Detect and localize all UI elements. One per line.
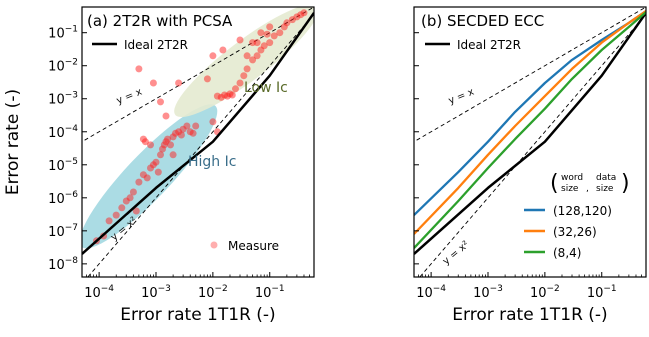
panel-b-x-tick-label: 10−4 (416, 284, 446, 301)
measure-point (169, 151, 177, 159)
measure-point (240, 72, 248, 80)
panel-b-legend-ideal: Ideal 2T2R (457, 38, 521, 52)
measure-point (263, 30, 271, 38)
panel-a-y-tick-label: 10−5 (48, 157, 78, 174)
panel-a-y-tick-label: 10−3 (48, 91, 78, 108)
panel-b-annot-yx2: y = x² (441, 239, 472, 267)
measure-point (243, 65, 251, 73)
measure-point (135, 65, 143, 73)
measure-point (183, 122, 191, 130)
panel-a-y-tick-label: 10−8 (48, 256, 78, 273)
measure-point (253, 39, 261, 47)
measure-point (209, 52, 217, 60)
measure-point (143, 174, 151, 182)
measure-point (266, 39, 274, 47)
measure-point (192, 122, 200, 130)
ecc-line-32-26 (414, 10, 646, 235)
legend-header-comma: , (586, 184, 589, 194)
measure-point (157, 98, 164, 106)
legend-header-data: data (596, 173, 616, 183)
panel-b-annot-yx: y = x (447, 87, 476, 107)
measure-point (270, 32, 278, 40)
legend-paren-right: ) (621, 171, 630, 196)
measure-point (209, 118, 217, 126)
panel-a-y-tick-label: 10−2 (48, 58, 78, 75)
measure-point (260, 42, 268, 50)
panel-a-ref-y-equals-x (82, 7, 314, 143)
measure-point (175, 79, 183, 87)
panel-a-frame (81, 6, 315, 278)
panel-a-xlabel: Error rate 1T1R (-) (120, 305, 275, 325)
panel-a-ylabel: Error rate (-) (3, 89, 23, 195)
measure-point (141, 138, 149, 146)
measure-point (152, 158, 160, 166)
panel-b-x-tick-label: 10−1 (587, 284, 617, 301)
measure-point (135, 178, 143, 186)
legend-header-word: word (561, 173, 583, 183)
measure-point (129, 188, 137, 196)
panel-a: 10−4 10−3 10−2 10−1 10−8 10−7 10−6 10−5 10−4 10−3… (3, 6, 315, 325)
panel-a-x-tick-label: 10−3 (141, 284, 171, 301)
measure-point (266, 23, 274, 31)
measure-point (249, 56, 257, 64)
measure-point (232, 85, 239, 93)
legend-header-size-1: size (561, 184, 579, 194)
measure-point (243, 52, 251, 60)
measure-point (154, 168, 162, 176)
panel-b: 10−4 10−3 10−2 10−1 (b) SECDED ECC Ideal 2T… (413, 6, 647, 325)
measure-point (112, 211, 120, 219)
ideal-2t2r-line-b (414, 12, 646, 255)
measure-point (228, 91, 236, 99)
legend-header-size-2: size (596, 184, 614, 194)
legend-label-8-4: (8,4) (553, 246, 581, 260)
label-low-ic: Low Ic (244, 80, 288, 96)
measure-point (300, 9, 308, 17)
panel-a-y-tick-label: 10−7 (48, 223, 78, 240)
measure-point (164, 135, 172, 143)
panel-b-title: (b) SECDED ECC (421, 12, 544, 30)
legend-measure-marker (210, 241, 218, 249)
panel-a-x-tick-label: 10−2 (198, 284, 228, 301)
ecc-line-8-4 (414, 11, 646, 249)
panel-a-y-tick-label: 10−4 (48, 124, 78, 141)
measure-point (105, 217, 113, 225)
panel-a-y-tick-label: 10−1 (48, 25, 78, 42)
measure-point (177, 131, 185, 139)
panel-a-y-tick-label: 10−6 (48, 190, 78, 207)
measure-point (253, 52, 261, 60)
panel-b-frame (413, 6, 647, 278)
measure-point (162, 112, 170, 120)
panel-b-ref-y-equals-x (414, 7, 646, 143)
measure-point (257, 29, 265, 37)
measure-point (118, 204, 126, 212)
measure-point (276, 29, 284, 37)
panel-a-annot-yx: y = x (115, 87, 144, 107)
measure-point (167, 141, 174, 149)
measure-point (283, 19, 291, 27)
panel-a-title: (a) 2T2R with PCSA (87, 12, 233, 30)
legend-label-128-120: (128,120) (553, 204, 612, 218)
panel-b-x-tick-label: 10−2 (530, 284, 560, 301)
panel-b-x-tick-label: 10−3 (473, 284, 503, 301)
measure-point (236, 79, 244, 87)
measure-point (189, 129, 197, 137)
legend-measure-label: Measure (228, 239, 279, 253)
panel-a-x-tick-label: 10−4 (84, 284, 114, 301)
measure-point (149, 79, 157, 87)
legend-label-32-26: (32,26) (553, 225, 597, 239)
measure-point (203, 75, 211, 83)
panel-b-xlabel: Error rate 1T1R (-) (452, 305, 607, 325)
legend-paren-left: ( (550, 171, 559, 196)
panel-a-x-tick-label: 10−1 (255, 284, 285, 301)
label-high-ic: High Ic (188, 154, 236, 170)
panel-a-legend-ideal: Ideal 2T2R (124, 38, 188, 52)
measure-point (126, 194, 134, 202)
measure-point (157, 151, 164, 159)
measure-point (132, 207, 140, 215)
measure-point (236, 36, 244, 44)
ideal-2t2r-line-a (82, 12, 314, 255)
measure-point (147, 141, 154, 149)
measure-point (219, 46, 227, 54)
